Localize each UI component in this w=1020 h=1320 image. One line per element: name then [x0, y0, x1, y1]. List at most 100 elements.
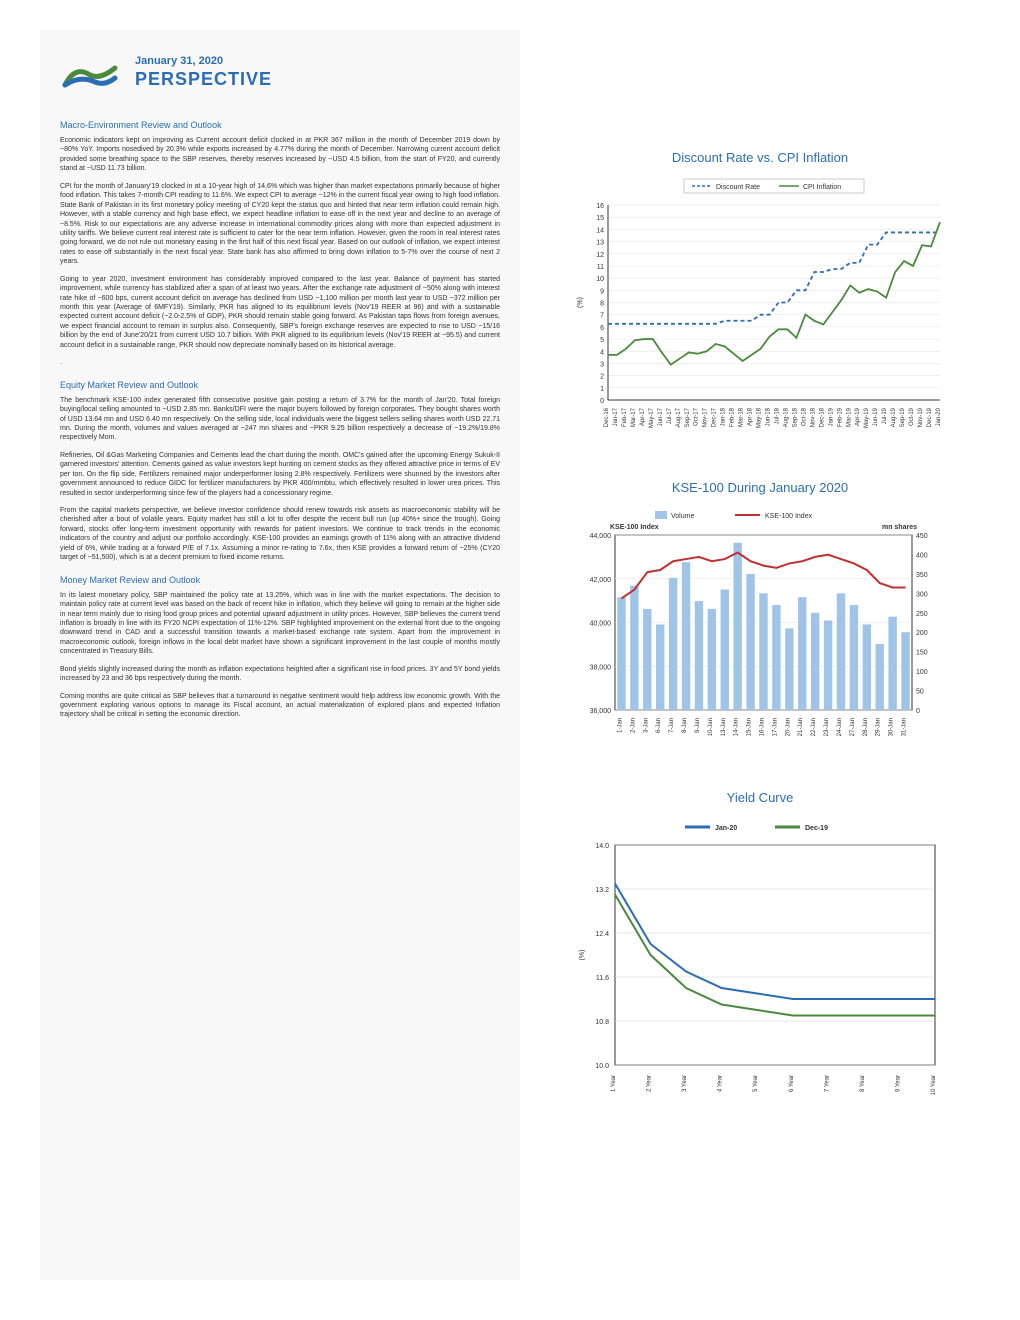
kse100-chart: 36,00038,00040,00042,00044,0000501001502…: [570, 505, 950, 765]
svg-text:3 Year: 3 Year: [682, 1075, 688, 1092]
svg-text:12: 12: [596, 252, 604, 259]
svg-text:8-Jan: 8-Jan: [682, 718, 688, 733]
svg-text:Oct-18: Oct-18: [801, 407, 807, 426]
svg-text:Jul-18: Jul-18: [774, 407, 780, 424]
svg-text:2 Year: 2 Year: [647, 1075, 653, 1092]
svg-text:10-Jan: 10-Jan: [708, 718, 714, 736]
svg-text:Apr-18: Apr-18: [748, 407, 754, 426]
svg-text:9 Year: 9 Year: [895, 1075, 901, 1092]
money-heading: Money Market Review and Outlook: [60, 575, 500, 585]
chart2-title: KSE-100 During January 2020: [540, 480, 980, 495]
svg-text:450: 450: [916, 533, 928, 540]
svg-text:44,000: 44,000: [590, 533, 612, 540]
svg-text:13.2: 13.2: [595, 887, 609, 894]
svg-text:4: 4: [600, 349, 604, 356]
svg-text:Volume: Volume: [671, 513, 694, 520]
svg-text:(%): (%): [579, 950, 586, 961]
svg-text:13-Jan: 13-Jan: [721, 718, 727, 736]
svg-text:14: 14: [596, 227, 604, 234]
svg-text:Mar-19: Mar-19: [846, 407, 852, 427]
equity-p2: Refineries, Oil &Gas Marketing Companies…: [60, 451, 500, 498]
svg-text:6-Jan: 6-Jan: [656, 718, 662, 733]
money-p3: Coming months are quite critical as SBP …: [60, 692, 500, 720]
svg-text:KSE-100 Index: KSE-100 Index: [610, 524, 659, 531]
svg-text:7: 7: [600, 313, 604, 320]
discount-cpi-chart: 012345678910111213141516Dec-16Jan-17Feb-…: [570, 175, 950, 455]
document-title: PERSPECTIVE: [135, 69, 272, 90]
svg-text:Jan-20: Jan-20: [936, 407, 942, 426]
svg-text:Feb-17: Feb-17: [622, 407, 628, 427]
svg-text:14-Jan: 14-Jan: [734, 718, 740, 736]
macro-p3: Going to year 2020, investment environme…: [60, 275, 500, 351]
document-date: January 31, 2020: [135, 55, 272, 67]
svg-text:Dec-19: Dec-19: [805, 825, 828, 832]
svg-text:10.0: 10.0: [595, 1063, 609, 1070]
svg-text:mn shares: mn shares: [882, 524, 917, 531]
svg-text:15-Jan: 15-Jan: [747, 718, 753, 736]
svg-text:10: 10: [596, 276, 604, 283]
svg-text:5: 5: [600, 337, 604, 344]
svg-text:Dec-17: Dec-17: [712, 407, 718, 427]
svg-text:6: 6: [600, 325, 604, 332]
svg-text:8: 8: [600, 301, 604, 308]
svg-text:Feb-19: Feb-19: [837, 407, 843, 427]
svg-text:10 Year: 10 Year: [931, 1075, 937, 1095]
svg-text:Nov-18: Nov-18: [810, 407, 816, 427]
svg-text:Jan-17: Jan-17: [613, 407, 619, 426]
svg-text:38,000: 38,000: [590, 664, 612, 671]
svg-text:5 Year: 5 Year: [753, 1075, 759, 1092]
svg-text:Nov-17: Nov-17: [703, 407, 709, 427]
svg-text:May-18: May-18: [757, 407, 763, 428]
svg-text:May-17: May-17: [649, 407, 655, 428]
chart1-title: Discount Rate vs. CPI Inflation: [540, 150, 980, 165]
document-header: January 31, 2020 PERSPECTIVE: [60, 50, 500, 95]
svg-text:23-Jan: 23-Jan: [824, 718, 830, 736]
svg-text:Sep-17: Sep-17: [685, 407, 691, 427]
svg-text:8 Year: 8 Year: [860, 1075, 866, 1092]
svg-text:Discount Rate: Discount Rate: [716, 184, 760, 191]
svg-text:Apr-19: Apr-19: [855, 407, 861, 426]
svg-text:(%): (%): [577, 297, 584, 308]
svg-text:Jan-20: Jan-20: [715, 825, 737, 832]
svg-text:Jun-19: Jun-19: [873, 407, 879, 426]
svg-text:36,000: 36,000: [590, 708, 612, 715]
svg-text:Jun-17: Jun-17: [658, 407, 664, 426]
svg-text:1 Year: 1 Year: [611, 1075, 617, 1092]
macro-p2: CPI for the month of January'19 clocked …: [60, 182, 500, 267]
svg-text:Dec-18: Dec-18: [819, 407, 825, 427]
macro-heading: Macro-Environment Review and Outlook: [60, 120, 500, 130]
svg-text:0: 0: [916, 708, 920, 715]
svg-text:28-Jan: 28-Jan: [863, 718, 869, 736]
svg-text:0: 0: [600, 398, 604, 405]
svg-text:250: 250: [916, 611, 928, 618]
svg-text:Nov-19: Nov-19: [918, 407, 924, 427]
svg-text:3-Jan: 3-Jan: [643, 718, 649, 733]
left-column: January 31, 2020 PERSPECTIVE Macro-Envir…: [40, 30, 520, 1280]
svg-text:7-Jan: 7-Jan: [669, 718, 675, 733]
svg-text:Feb-18: Feb-18: [730, 407, 736, 427]
money-p2: Bond yields slightly increased during th…: [60, 665, 500, 684]
svg-text:42,000: 42,000: [590, 577, 612, 584]
svg-text:Jul-17: Jul-17: [667, 407, 673, 424]
svg-text:4 Year: 4 Year: [718, 1075, 724, 1092]
svg-text:Jan-19: Jan-19: [828, 407, 834, 426]
svg-text:Mar-17: Mar-17: [631, 407, 637, 427]
spacer-dot: .: [60, 358, 500, 367]
svg-text:Aug-18: Aug-18: [783, 407, 789, 427]
svg-text:150: 150: [916, 650, 928, 657]
yield-curve-chart: 10.010.811.612.413.214.01 Year2 Year3 Ye…: [570, 815, 950, 1115]
svg-text:Dec-19: Dec-19: [927, 407, 933, 427]
svg-text:May-19: May-19: [864, 407, 870, 428]
svg-text:Sep-19: Sep-19: [900, 407, 906, 427]
svg-text:Jul-19: Jul-19: [882, 407, 888, 424]
svg-text:3: 3: [600, 361, 604, 368]
svg-text:11: 11: [597, 264, 604, 271]
svg-text:KSE-100 Index: KSE-100 Index: [765, 513, 813, 520]
company-logo-icon: [60, 50, 120, 95]
money-p1: In its latest monetary policy, SBP maint…: [60, 591, 500, 657]
svg-text:1-Jan: 1-Jan: [617, 718, 623, 733]
svg-text:Oct-19: Oct-19: [909, 407, 915, 426]
svg-text:2: 2: [600, 374, 604, 381]
svg-text:100: 100: [916, 669, 928, 676]
svg-text:30-Jan: 30-Jan: [889, 718, 895, 736]
